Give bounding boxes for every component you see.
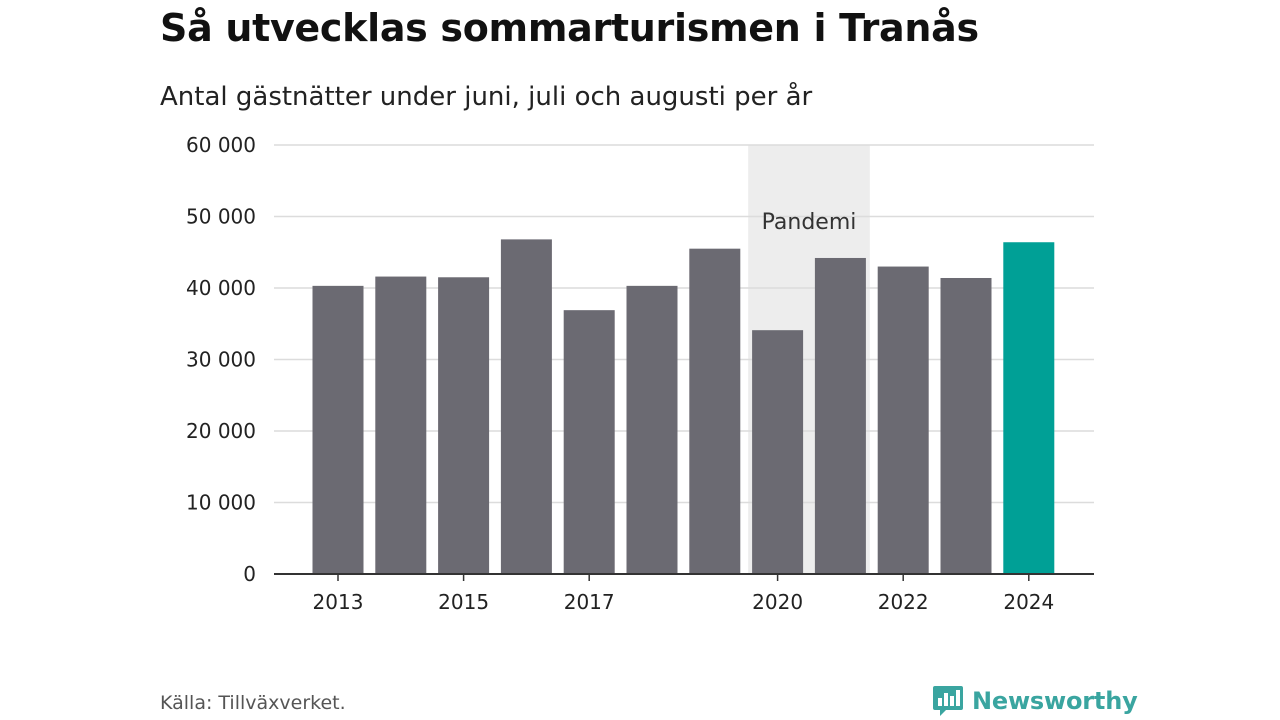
bar-2019 [689,248,741,575]
x-tick-label: 2020 [752,590,803,614]
bar-2016 [500,239,552,574]
newsworthy-logo-icon [933,686,963,716]
bar-chart: 0 10 000 20 000 30 000 40 000 50 000 60 000 Pan… [186,133,1094,614]
brand-name: Newsworthy [972,687,1138,715]
y-tick-label: 50 000 [186,205,256,229]
bar-2013 [312,285,364,574]
y-tick-label: 0 [243,562,256,586]
chart-title: Så utvecklas sommarturismen i Tranås [160,6,979,50]
source-note: Källa: Tillväxverket. [160,692,346,714]
x-tick-label: 2024 [1003,590,1054,614]
chart-subtitle: Antal gästnätter under juni, juli och au… [160,82,813,112]
y-tick-label: 30 000 [186,348,256,372]
bar-2022 [877,266,929,574]
y-tick-label: 60 000 [186,133,256,157]
x-tick-label: 2017 [564,590,615,614]
y-tick-label: 40 000 [186,276,256,300]
pandemic-label: Pandemi [762,210,857,235]
bar-2021 [814,257,866,574]
bar-2023 [940,277,992,574]
brand-logo: Newsworthy [932,684,1138,718]
x-tick-label: 2015 [438,590,489,614]
bar-2020 [752,330,804,574]
bar-2017 [563,310,615,574]
y-tick-label: 20 000 [186,419,256,443]
x-tick-label: 2013 [313,590,364,614]
x-tick-label: 2022 [878,590,929,614]
bar-2015 [438,277,490,574]
bar-2014 [375,276,427,574]
bar-2018 [626,285,678,574]
y-tick-label: 10 000 [186,491,256,515]
bar-2024 [1003,242,1055,575]
